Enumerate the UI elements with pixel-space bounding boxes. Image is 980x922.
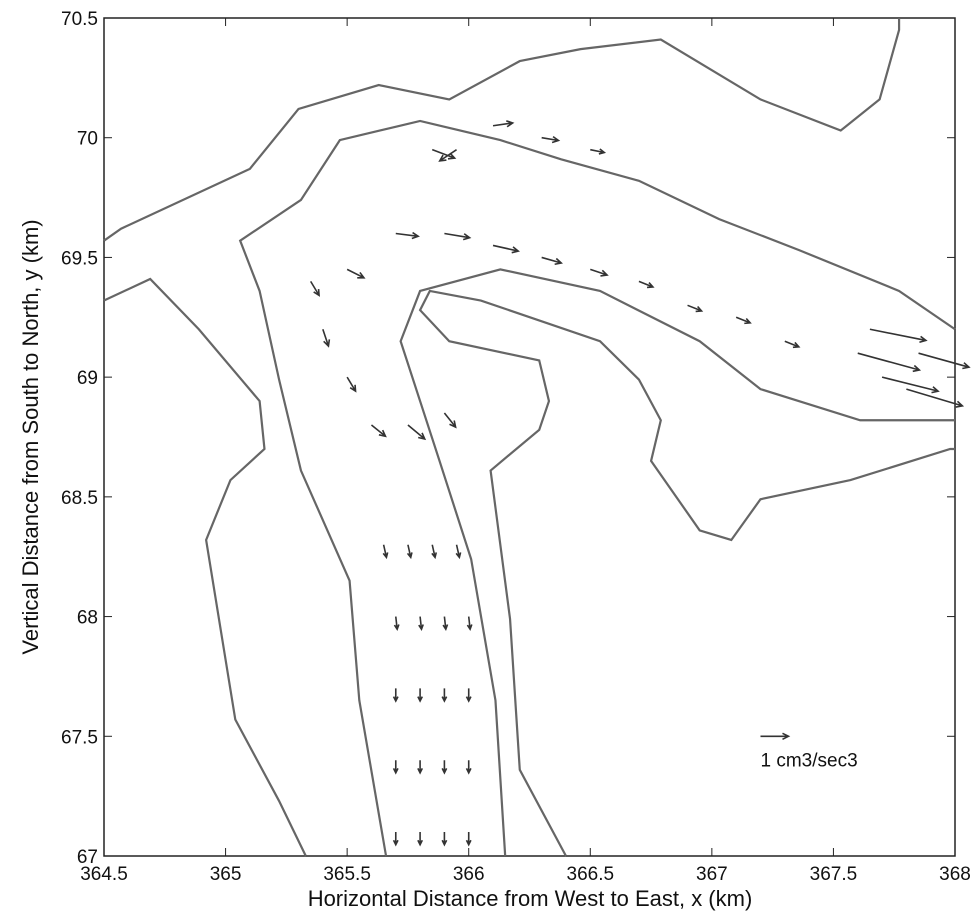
vector-arrow	[638, 280, 655, 289]
x-tick-label: 366	[453, 864, 485, 885]
vector-arrow	[393, 616, 400, 631]
contour-line	[418, 289, 955, 857]
x-tick-label: 367	[696, 864, 728, 885]
y-tick-label: 69	[77, 368, 98, 389]
vector-arrow	[346, 268, 366, 279]
vector-arrow	[441, 760, 448, 775]
vector-arrow	[541, 135, 561, 144]
y-tick-label: 70.5	[61, 9, 98, 30]
vector-arrow	[438, 149, 458, 162]
vector-arrow	[392, 832, 399, 847]
key-arrow	[760, 732, 791, 741]
contour-line	[399, 268, 955, 857]
vector-arrow	[309, 280, 320, 297]
vector-arrow	[418, 616, 424, 631]
vector-arrow	[392, 760, 399, 775]
vector-arrow	[346, 376, 357, 393]
vector-arrow	[441, 832, 448, 847]
vector-arrow	[382, 544, 389, 560]
vector-arrow	[687, 304, 704, 313]
vector-arrow	[466, 616, 473, 631]
vector-arrow	[431, 148, 457, 160]
x-tick-label: 364.5	[80, 864, 128, 885]
y-tick-label: 67.5	[61, 727, 98, 748]
vector-arrow	[881, 376, 940, 394]
vector-arrow	[784, 340, 801, 349]
vector-arrow	[406, 544, 413, 560]
vector-arrow	[465, 760, 472, 775]
vector-arrow	[590, 148, 607, 155]
y-tick-label: 67	[77, 847, 98, 868]
vector-arrow	[417, 760, 424, 775]
vector-arrow	[417, 832, 424, 847]
vector-arrow	[590, 268, 609, 277]
vector-arrow	[443, 412, 457, 429]
vector-arrow	[392, 688, 399, 703]
vector-arrow	[492, 120, 515, 128]
x-tick-label: 366.5	[567, 864, 615, 885]
x-tick-label: 365.5	[323, 864, 371, 885]
vector-arrow	[444, 232, 472, 241]
vector-arrow	[492, 244, 520, 254]
vector-arrow	[407, 424, 427, 441]
vector-arrow	[395, 231, 420, 240]
x-tick-label: 368	[939, 864, 971, 885]
vector-arrow	[918, 352, 971, 370]
vector-arrow	[417, 688, 424, 703]
contour-line	[103, 277, 307, 857]
key-label: 1 cm3/sec3	[760, 750, 857, 771]
vector-arrow	[370, 424, 387, 438]
vector-arrow	[735, 316, 752, 325]
y-tick-label: 68.5	[61, 488, 98, 509]
vector-arrow	[869, 328, 928, 343]
vector-arrow	[857, 352, 922, 373]
contour-line	[238, 119, 956, 857]
vector-arrow	[541, 256, 563, 266]
y-tick-label: 70	[77, 129, 98, 150]
x-tick-label: 367.5	[810, 864, 858, 885]
vector-arrow	[441, 688, 448, 703]
vector-arrow	[322, 329, 331, 348]
x-axis-label: Horizontal Distance from West to East, x…	[308, 886, 753, 911]
plot-frame	[103, 17, 956, 857]
x-tick-label: 365	[210, 864, 242, 885]
y-tick-label: 69.5	[61, 248, 98, 269]
y-tick-label: 68	[77, 608, 98, 629]
y-axis-label: Vertical Distance from South to North, y…	[18, 219, 43, 654]
vector-arrow	[455, 544, 462, 560]
vector-arrow	[431, 544, 438, 560]
vector-arrow	[465, 832, 472, 847]
vector-arrow	[906, 388, 965, 408]
contour-line	[103, 18, 901, 242]
vector-arrow	[442, 616, 449, 631]
vector-arrow	[465, 688, 472, 703]
